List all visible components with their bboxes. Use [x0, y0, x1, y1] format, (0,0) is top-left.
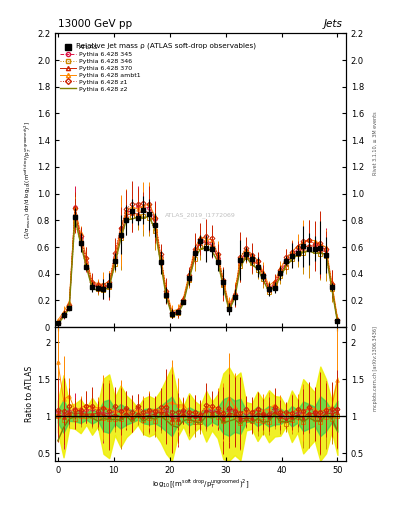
Text: 13000 GeV pp: 13000 GeV pp	[58, 19, 132, 29]
Text: ATLAS_2019_I1772069: ATLAS_2019_I1772069	[165, 212, 236, 218]
Y-axis label: Ratio to ATLAS: Ratio to ATLAS	[25, 366, 34, 422]
Legend: ATLAS, Pythia 6.428 345, Pythia 6.428 346, Pythia 6.428 370, Pythia 6.428 ambt1,: ATLAS, Pythia 6.428 345, Pythia 6.428 34…	[58, 42, 143, 94]
Text: Relative jet mass ρ (ATLAS soft-drop observables): Relative jet mass ρ (ATLAS soft-drop obs…	[75, 42, 255, 49]
Text: Rivet 3.1.10, ≥ 3M events: Rivet 3.1.10, ≥ 3M events	[373, 112, 378, 175]
Text: mcplots.cern.ch [arXiv:1306.3436]: mcplots.cern.ch [arXiv:1306.3436]	[373, 326, 378, 411]
Text: Jets: Jets	[324, 19, 343, 29]
X-axis label: log$_{10}$[(m$^{\mathrm{soft\ drop}}$/p$_T^{\mathrm{ungroomed}}$)$^2$]: log$_{10}$[(m$^{\mathrm{soft\ drop}}$/p$…	[152, 477, 249, 491]
Y-axis label: (1/σ$_{\mathrm{resum}}$) dσ/d log$_{10}$[(m$^{\mathrm{soft\ drop}}$/p$_T^{\mathr: (1/σ$_{\mathrm{resum}}$) dσ/d log$_{10}$…	[23, 121, 34, 239]
